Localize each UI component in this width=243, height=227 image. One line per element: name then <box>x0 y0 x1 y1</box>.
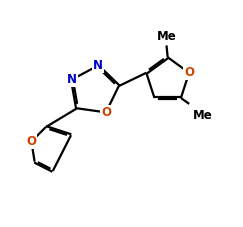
Text: N: N <box>93 59 103 72</box>
Text: Me: Me <box>193 109 212 122</box>
Text: Me: Me <box>157 30 176 43</box>
Text: O: O <box>184 66 194 79</box>
Text: N: N <box>67 73 77 86</box>
Text: O: O <box>101 106 111 119</box>
Text: O: O <box>26 135 36 148</box>
